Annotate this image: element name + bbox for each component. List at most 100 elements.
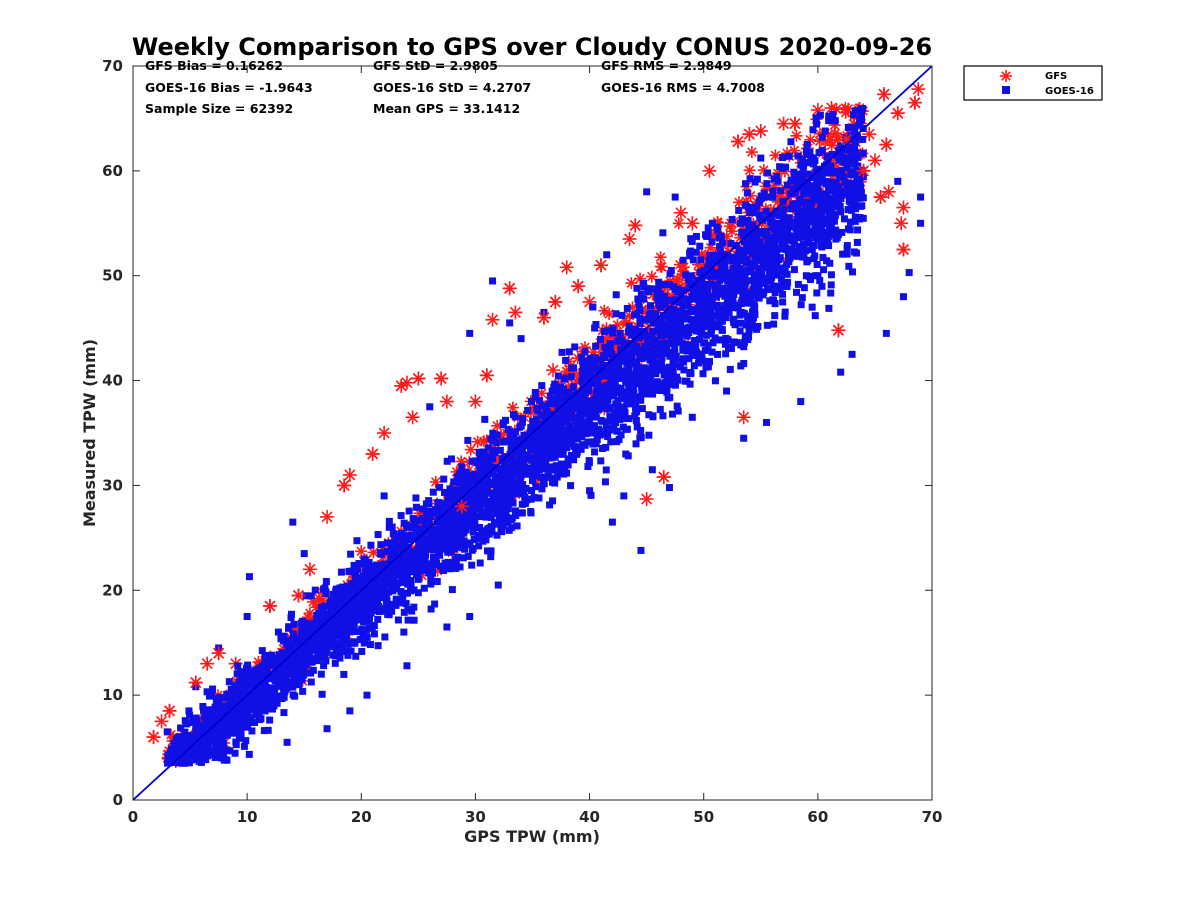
goes16-point	[669, 365, 677, 373]
goes16-point	[635, 334, 643, 342]
goes16-point	[846, 160, 854, 168]
goes16-point	[344, 590, 352, 598]
goes16-point	[851, 168, 859, 176]
goes16-point	[593, 436, 601, 444]
goes16-point	[568, 406, 576, 414]
goes16-point	[242, 737, 250, 745]
goes16-point	[522, 468, 530, 476]
goes16-point	[433, 578, 441, 586]
goes16-point	[836, 187, 844, 195]
goes16-point	[804, 256, 812, 264]
goes16-point	[665, 363, 673, 371]
goes16-point	[592, 405, 600, 413]
goes16-point	[794, 206, 802, 214]
goes16-point	[808, 246, 816, 254]
gfs-point	[672, 217, 685, 230]
goes16-point	[291, 692, 299, 700]
goes16-point	[603, 430, 611, 438]
goes16-point	[484, 444, 492, 452]
goes16-point	[507, 475, 515, 483]
goes16-point	[246, 670, 254, 678]
goes16-point	[700, 322, 708, 330]
goes16-point	[826, 169, 834, 177]
goes16-point	[664, 394, 672, 402]
goes16-point	[231, 682, 239, 690]
goes16-point	[809, 211, 817, 219]
goes16-point	[514, 471, 522, 479]
goes16-point	[733, 286, 741, 294]
goes16-point	[378, 604, 386, 612]
goes16-point	[431, 506, 439, 514]
goes16-point	[703, 331, 711, 339]
goes16-point	[838, 167, 846, 175]
goes16-point	[802, 147, 810, 155]
goes16-point	[845, 262, 853, 270]
goes16-point	[607, 375, 615, 383]
goes16-point	[768, 255, 776, 263]
goes16-point	[650, 349, 658, 357]
goes16-point	[461, 497, 469, 505]
goes16-point	[740, 343, 748, 351]
goes16-point	[468, 457, 476, 465]
goes16-point	[785, 152, 793, 160]
goes16-point	[779, 290, 787, 298]
goes16-point	[755, 265, 763, 273]
goes16-point	[607, 349, 615, 357]
goes16-point	[660, 281, 668, 289]
goes16-point	[763, 180, 771, 188]
goes16-point	[534, 431, 542, 439]
goes16-point	[530, 457, 538, 465]
gfs-point	[639, 492, 654, 507]
goes16-point	[730, 318, 738, 326]
goes16-point	[207, 750, 215, 758]
goes16-point	[452, 564, 460, 572]
goes16-point	[762, 208, 770, 216]
goes16-point	[653, 340, 661, 348]
goes16-point	[686, 370, 694, 378]
goes16-point	[354, 602, 362, 610]
goes16-point	[695, 336, 703, 344]
goes16-point	[322, 649, 330, 657]
goes16-point	[478, 469, 486, 477]
goes16-point	[233, 713, 241, 721]
goes16-point	[747, 268, 755, 276]
goes16-point	[539, 426, 547, 434]
goes16-point	[399, 594, 407, 602]
goes16-point	[448, 500, 456, 508]
goes16-point	[614, 397, 622, 405]
goes16-point	[476, 559, 484, 567]
goes16-point	[551, 453, 559, 461]
goes16-point	[796, 223, 804, 231]
goes16-point	[856, 115, 864, 123]
goes16-point	[656, 366, 664, 374]
goes16-point	[607, 438, 615, 446]
goes16-point	[517, 422, 525, 430]
goes16-point	[583, 364, 591, 372]
goes16-point	[806, 228, 814, 236]
goes16-point	[689, 322, 697, 330]
goes16-point	[798, 198, 806, 206]
goes16-point	[803, 203, 811, 211]
goes16-point	[851, 213, 859, 221]
goes16-point	[423, 542, 431, 550]
goes16-point	[279, 653, 287, 661]
goes16-point	[484, 461, 492, 469]
goes16-point	[444, 558, 452, 566]
goes16-point	[676, 336, 684, 344]
goes16-point	[722, 302, 730, 310]
goes16-point	[818, 170, 826, 178]
goes16-point	[853, 249, 861, 257]
goes16-point	[374, 642, 382, 650]
goes16-point	[425, 535, 433, 543]
goes16-point	[167, 745, 175, 753]
goes16-point	[660, 371, 668, 379]
goes16-point	[708, 219, 716, 227]
goes16-point	[791, 200, 799, 208]
goes16-point	[352, 652, 360, 660]
goes16-point	[344, 651, 352, 659]
goes16-point	[359, 601, 367, 609]
goes16-point	[281, 688, 289, 696]
goes16-point	[220, 729, 228, 737]
goes16-point	[839, 250, 847, 258]
goes16-point	[793, 216, 801, 224]
